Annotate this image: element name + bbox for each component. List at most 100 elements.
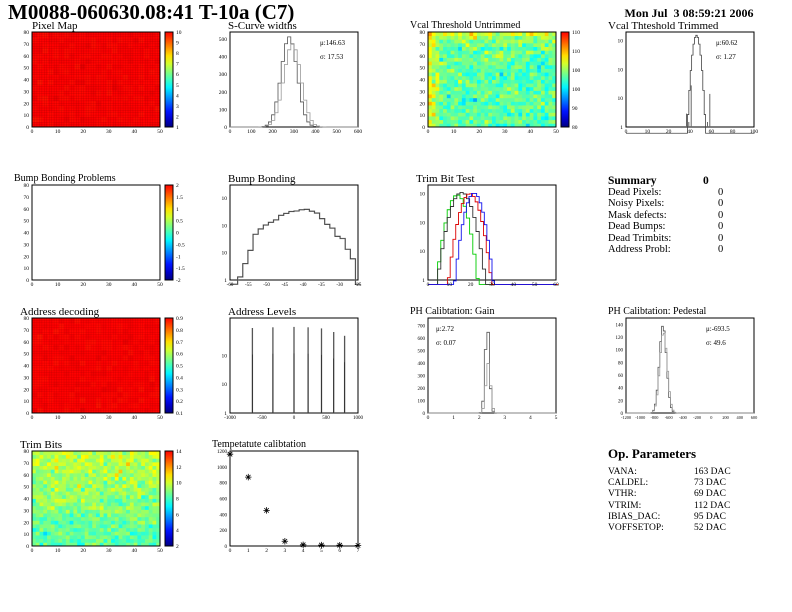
svg-text:0: 0	[427, 282, 430, 288]
svg-text:600: 600	[354, 129, 363, 135]
svg-text:80: 80	[730, 129, 736, 135]
svg-text:70: 70	[24, 328, 30, 334]
svg-text:3: 3	[283, 548, 286, 554]
svg-text:50: 50	[157, 129, 163, 135]
svg-text:40: 40	[132, 548, 138, 554]
svg-text:5: 5	[176, 83, 179, 89]
svg-text:1: 1	[176, 207, 179, 213]
svg-text:0: 0	[26, 411, 29, 417]
svg-text:600: 600	[220, 498, 228, 503]
svg-text:10: 10	[55, 282, 61, 288]
svg-text:10: 10	[447, 282, 453, 288]
svg-text:40: 40	[24, 78, 30, 84]
svg-text:-0.5: -0.5	[176, 242, 185, 248]
svg-text:200: 200	[722, 415, 728, 420]
svg-text:80: 80	[618, 361, 624, 366]
svg-text:600: 600	[418, 337, 426, 342]
svg-text:50: 50	[24, 66, 30, 72]
svg-text:4: 4	[302, 548, 305, 554]
svg-text:0: 0	[26, 125, 29, 131]
svg-text:-30: -30	[336, 283, 343, 288]
svg-text:20: 20	[24, 101, 30, 107]
svg-text:50: 50	[24, 219, 30, 225]
svg-text:μ:2.72: μ:2.72	[436, 325, 454, 333]
svg-text:-55: -55	[245, 283, 252, 288]
svg-text:40: 40	[420, 78, 426, 84]
svg-text:-600: -600	[665, 415, 673, 420]
svg-text:10: 10	[55, 129, 61, 135]
svg-text:80: 80	[420, 30, 426, 36]
svg-text:200: 200	[269, 129, 278, 135]
svg-text:60: 60	[24, 207, 30, 213]
svg-text:30: 30	[106, 415, 112, 421]
svg-text:100: 100	[572, 87, 581, 93]
svg-text:0: 0	[176, 231, 179, 237]
svg-text:7: 7	[357, 548, 360, 554]
svg-text:10: 10	[618, 67, 624, 73]
svg-text:2: 2	[265, 548, 268, 554]
svg-text:10: 10	[24, 399, 30, 405]
svg-text:1: 1	[422, 278, 425, 284]
svg-text:-40: -40	[300, 283, 307, 288]
svg-text:1: 1	[224, 411, 227, 417]
svg-text:20: 20	[420, 101, 426, 107]
svg-text:400: 400	[737, 415, 743, 420]
svg-text:600: 600	[751, 415, 757, 420]
svg-text:20: 20	[24, 254, 30, 260]
svg-text:200: 200	[219, 90, 228, 96]
svg-text:10: 10	[420, 220, 426, 226]
svg-text:400: 400	[220, 513, 228, 518]
svg-text:10: 10	[222, 223, 228, 229]
svg-text:-800: -800	[650, 415, 658, 420]
svg-text:6: 6	[176, 512, 179, 518]
svg-text:10: 10	[222, 353, 228, 359]
svg-text:60: 60	[24, 473, 30, 479]
svg-text:50: 50	[24, 485, 30, 491]
svg-text:20: 20	[80, 415, 86, 421]
svg-text:1: 1	[176, 125, 179, 131]
svg-text:60: 60	[618, 374, 624, 379]
svg-text:0.6: 0.6	[176, 352, 183, 358]
svg-text:8: 8	[176, 51, 179, 57]
svg-text:0.5: 0.5	[176, 219, 183, 225]
svg-text:50: 50	[157, 282, 163, 288]
svg-text:2: 2	[176, 114, 179, 120]
svg-text:110: 110	[572, 30, 580, 36]
svg-text:6: 6	[176, 72, 179, 78]
svg-text:800: 800	[220, 482, 228, 487]
svg-text:400: 400	[311, 129, 320, 135]
svg-text:30: 30	[489, 282, 495, 288]
svg-text:30: 30	[420, 89, 426, 95]
svg-text:σ: 49.6: σ: 49.6	[706, 339, 726, 347]
svg-text:0.2: 0.2	[176, 399, 183, 405]
svg-text:20: 20	[80, 282, 86, 288]
svg-text:60: 60	[420, 54, 426, 60]
svg-text:0.7: 0.7	[176, 340, 183, 346]
svg-text:0.8: 0.8	[176, 328, 183, 334]
svg-text:20: 20	[24, 387, 30, 393]
svg-text:8: 8	[176, 497, 179, 503]
svg-text:100: 100	[616, 349, 624, 354]
svg-text:0.1: 0.1	[176, 411, 183, 417]
svg-text:-2: -2	[176, 278, 181, 284]
svg-text:300: 300	[219, 72, 228, 78]
svg-text:50: 50	[420, 66, 426, 72]
svg-text:10: 10	[55, 415, 61, 421]
svg-text:60: 60	[24, 54, 30, 60]
svg-text:70: 70	[420, 42, 426, 48]
svg-text:30: 30	[24, 375, 30, 381]
svg-text:0: 0	[427, 129, 430, 135]
svg-text:40: 40	[24, 364, 30, 370]
svg-text:10: 10	[24, 113, 30, 119]
svg-text:0.5: 0.5	[176, 364, 183, 370]
svg-text:12: 12	[176, 465, 182, 471]
svg-text:500: 500	[322, 416, 330, 421]
svg-text:80: 80	[24, 183, 30, 189]
svg-text:1000: 1000	[217, 466, 228, 471]
svg-text:10: 10	[420, 192, 426, 198]
svg-text:10: 10	[420, 249, 426, 255]
svg-text:-60: -60	[227, 283, 234, 288]
svg-text:50: 50	[24, 352, 30, 358]
svg-text:200: 200	[418, 387, 426, 392]
svg-text:20: 20	[666, 129, 672, 135]
